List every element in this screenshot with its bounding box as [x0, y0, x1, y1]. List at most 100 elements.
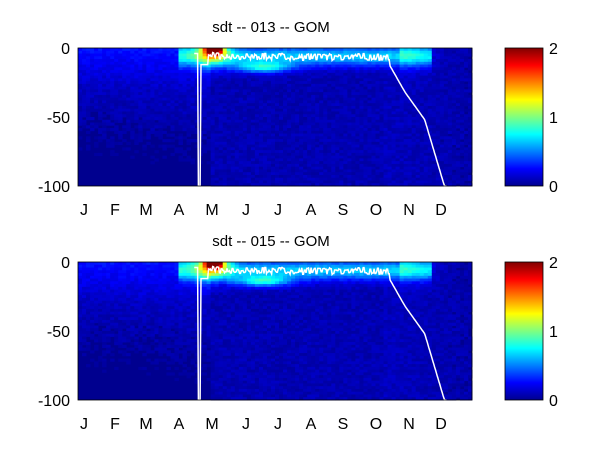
heatmap-cell	[154, 292, 159, 296]
heatmap-cell	[295, 86, 300, 90]
heatmap-cell	[275, 64, 280, 68]
heatmap-cell	[190, 61, 195, 65]
heatmap-cell	[234, 89, 240, 93]
heatmap-cell	[367, 117, 372, 121]
heatmap-cell	[363, 172, 368, 176]
heatmap-cell	[415, 64, 421, 68]
heatmap-cell	[411, 59, 417, 63]
heatmap-cell	[266, 133, 272, 137]
heatmap-cell	[307, 166, 312, 170]
heatmap-cell	[391, 152, 397, 157]
heatmap-cell	[262, 119, 268, 123]
heatmap-cell	[359, 53, 364, 57]
heatmap-cell	[383, 61, 388, 65]
heatmap-cell	[174, 92, 179, 96]
heatmap-cell	[150, 300, 155, 304]
heatmap-cell	[106, 328, 111, 332]
heatmap-cell	[451, 70, 457, 74]
heatmap-cell	[383, 141, 388, 145]
heatmap-cell	[122, 111, 127, 115]
heatmap-cell	[82, 103, 87, 107]
heatmap-cell	[335, 136, 340, 140]
heatmap-cell	[439, 172, 445, 176]
heatmap-cell	[142, 92, 147, 96]
heatmap-cell	[463, 53, 469, 57]
heatmap-cell	[323, 78, 328, 82]
heatmap-cell	[266, 158, 272, 162]
heatmap-cell	[371, 100, 376, 104]
heatmap-cell	[98, 286, 103, 290]
heatmap-cell	[431, 158, 437, 162]
heatmap-cell	[447, 117, 453, 121]
heatmap-cell	[162, 64, 167, 68]
heatmap-cell	[391, 155, 397, 159]
heatmap-cell	[323, 166, 328, 170]
heatmap-cell	[158, 133, 163, 137]
heatmap-cell	[467, 139, 473, 143]
heatmap-cell	[423, 86, 429, 90]
heatmap-cell	[90, 292, 95, 296]
heatmap-cell	[423, 130, 429, 134]
heatmap-cell	[295, 155, 300, 159]
heatmap-cell	[182, 72, 187, 76]
heatmap-cell	[323, 141, 328, 145]
heatmap-cell	[387, 117, 392, 121]
heatmap-cell	[106, 50, 111, 54]
heatmap-cell	[90, 48, 95, 52]
heatmap-cell	[242, 100, 248, 104]
heatmap-cell	[118, 317, 123, 321]
heatmap-cell	[315, 103, 320, 107]
heatmap-cell	[391, 92, 397, 96]
heatmap-cell	[166, 89, 171, 93]
heatmap-cell	[459, 78, 465, 82]
heatmap-cell	[158, 289, 163, 293]
heatmap-cell	[463, 94, 469, 99]
heatmap-cell	[459, 144, 465, 148]
heatmap-cell	[106, 70, 111, 74]
heatmap-cell	[170, 86, 175, 90]
heatmap-cell	[467, 144, 473, 148]
heatmap-cell	[126, 328, 131, 332]
heatmap-cell	[327, 152, 332, 157]
heatmap-cell	[419, 128, 425, 132]
heatmap-cell	[130, 130, 135, 134]
heatmap-cell	[114, 317, 119, 321]
heatmap-cell	[106, 314, 111, 318]
heatmap-cell	[234, 117, 240, 121]
heatmap-cell	[186, 111, 191, 115]
heatmap-cell	[106, 100, 111, 104]
heatmap-cell	[467, 78, 473, 82]
heatmap-cell	[238, 177, 244, 181]
heatmap-cell	[266, 105, 272, 110]
heatmap-cell	[254, 183, 260, 187]
heatmap-cell	[375, 67, 380, 71]
heatmap-cell	[367, 183, 372, 187]
heatmap-cell	[118, 100, 123, 104]
heatmap-cell	[170, 119, 175, 123]
heatmap-cell	[395, 133, 401, 137]
heatmap-cell	[122, 105, 127, 110]
heatmap-cell	[347, 83, 352, 88]
heatmap-cell	[94, 344, 99, 348]
heatmap-cell	[407, 136, 413, 140]
heatmap-cell	[347, 70, 352, 74]
heatmap-cell	[443, 144, 449, 148]
heatmap-cell	[98, 295, 103, 299]
heatmap-cell	[395, 117, 401, 121]
heatmap-cell	[347, 75, 352, 79]
heatmap-cell	[315, 67, 320, 71]
heatmap-cell	[291, 163, 296, 168]
heatmap-cell	[419, 122, 425, 126]
heatmap-cell	[110, 295, 115, 299]
heatmap-cell	[114, 94, 119, 99]
heatmap-cell	[102, 61, 107, 65]
heatmap-cell	[258, 89, 264, 93]
heatmap-cell	[455, 111, 461, 115]
heatmap-cell	[379, 103, 384, 107]
heatmap-cell	[150, 264, 155, 268]
heatmap-cell	[90, 83, 95, 88]
heatmap-cell	[379, 105, 384, 110]
heatmap-cell	[431, 48, 437, 52]
heatmap-cell	[262, 70, 268, 74]
heatmap-cell	[238, 64, 244, 68]
